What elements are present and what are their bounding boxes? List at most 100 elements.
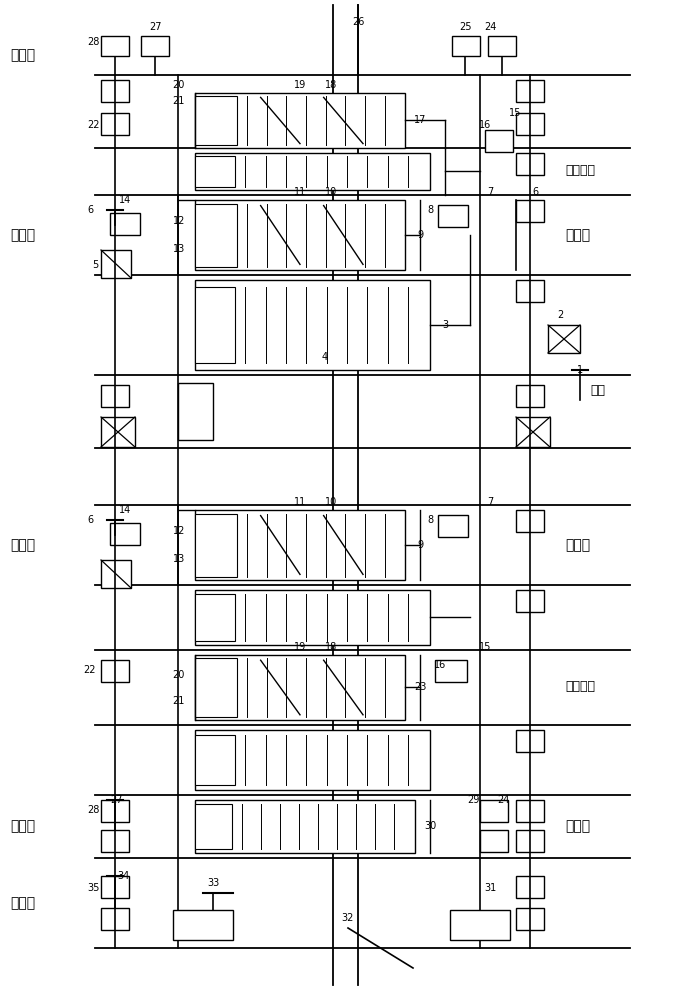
Text: 25: 25 <box>459 22 471 32</box>
Bar <box>195 200 405 270</box>
Bar <box>101 660 129 682</box>
Text: 17: 17 <box>414 115 426 125</box>
Text: 液压泵: 液压泵 <box>10 538 35 552</box>
Bar <box>195 93 405 148</box>
Bar <box>480 830 508 852</box>
Text: 11: 11 <box>294 187 306 197</box>
Bar <box>110 213 140 235</box>
Bar <box>452 36 480 56</box>
Bar <box>488 36 516 56</box>
Bar <box>101 80 129 102</box>
Text: 16: 16 <box>479 120 491 130</box>
Bar <box>195 156 235 187</box>
Bar <box>435 660 467 682</box>
Text: 31: 31 <box>484 883 496 893</box>
Bar <box>195 204 237 266</box>
Text: 11: 11 <box>294 497 306 507</box>
Bar <box>195 287 235 363</box>
Bar <box>480 800 508 822</box>
Bar <box>516 200 544 222</box>
Text: 28: 28 <box>87 37 99 47</box>
Text: 21: 21 <box>173 696 185 706</box>
Text: 27: 27 <box>110 795 123 805</box>
Text: 35: 35 <box>87 883 99 893</box>
Text: 20: 20 <box>173 80 185 90</box>
Text: 12: 12 <box>173 526 185 536</box>
Bar <box>101 36 129 56</box>
Text: 16: 16 <box>434 660 446 670</box>
Text: 30: 30 <box>424 821 436 831</box>
Text: 液压泵: 液压泵 <box>565 228 590 242</box>
Bar <box>195 655 405 720</box>
Text: 33: 33 <box>207 878 219 888</box>
Text: 20: 20 <box>173 670 185 680</box>
Bar <box>516 385 544 407</box>
Bar <box>195 280 430 370</box>
Bar <box>101 908 129 930</box>
Text: 14: 14 <box>119 505 131 515</box>
Bar <box>101 113 129 135</box>
Text: 8: 8 <box>427 205 433 215</box>
Bar <box>485 130 513 152</box>
Text: 慢速离合: 慢速离合 <box>565 680 595 694</box>
Text: 19: 19 <box>294 80 306 90</box>
Text: 快速离合: 快速离合 <box>565 164 595 178</box>
Bar <box>141 36 169 56</box>
Text: 10: 10 <box>325 497 338 507</box>
Bar <box>195 594 235 641</box>
Text: 14: 14 <box>119 195 131 205</box>
Bar <box>548 325 580 353</box>
Bar <box>516 417 550 447</box>
Bar <box>516 153 544 175</box>
Text: 8: 8 <box>427 515 433 525</box>
Text: 发电机: 发电机 <box>10 896 35 910</box>
Text: 2: 2 <box>557 310 563 320</box>
Text: 7: 7 <box>487 497 493 507</box>
Text: 15: 15 <box>479 642 491 652</box>
Bar <box>195 514 237 576</box>
Text: 21: 21 <box>173 96 185 106</box>
Bar <box>195 153 430 190</box>
Text: 7: 7 <box>487 187 493 197</box>
Text: 32: 32 <box>342 913 354 923</box>
Bar <box>516 590 544 612</box>
Bar <box>438 205 468 227</box>
Text: 34: 34 <box>117 871 129 881</box>
Bar <box>110 523 140 545</box>
Bar <box>101 800 129 822</box>
Bar <box>101 830 129 852</box>
Bar <box>195 658 237 717</box>
Text: 舵机泵: 舵机泵 <box>565 819 590 833</box>
Bar <box>195 510 405 580</box>
Bar <box>516 80 544 102</box>
Text: 19: 19 <box>294 642 306 652</box>
Text: 机带泵: 机带泵 <box>10 48 35 62</box>
Text: 9: 9 <box>417 540 423 550</box>
Text: 4: 4 <box>321 352 327 361</box>
Bar <box>173 910 233 940</box>
Text: 24: 24 <box>498 795 510 805</box>
Bar <box>101 417 135 447</box>
Bar <box>516 876 544 898</box>
Text: 5: 5 <box>92 260 98 270</box>
Bar <box>195 730 430 790</box>
Text: 15: 15 <box>509 108 521 118</box>
Text: 1: 1 <box>577 365 583 375</box>
Bar <box>450 910 510 940</box>
Text: 12: 12 <box>173 216 185 226</box>
Text: 6: 6 <box>87 515 93 525</box>
Text: 18: 18 <box>325 642 338 652</box>
Text: 22: 22 <box>87 120 99 130</box>
Bar <box>101 385 129 407</box>
Text: 28: 28 <box>87 805 99 815</box>
Bar <box>438 515 468 537</box>
Bar <box>516 510 544 532</box>
Text: 24: 24 <box>484 22 496 32</box>
Text: 13: 13 <box>173 554 185 564</box>
Text: 9: 9 <box>417 230 423 240</box>
Bar <box>178 383 213 440</box>
Bar <box>101 560 131 588</box>
Bar <box>516 730 544 752</box>
Bar <box>195 735 235 785</box>
Bar <box>516 908 544 930</box>
